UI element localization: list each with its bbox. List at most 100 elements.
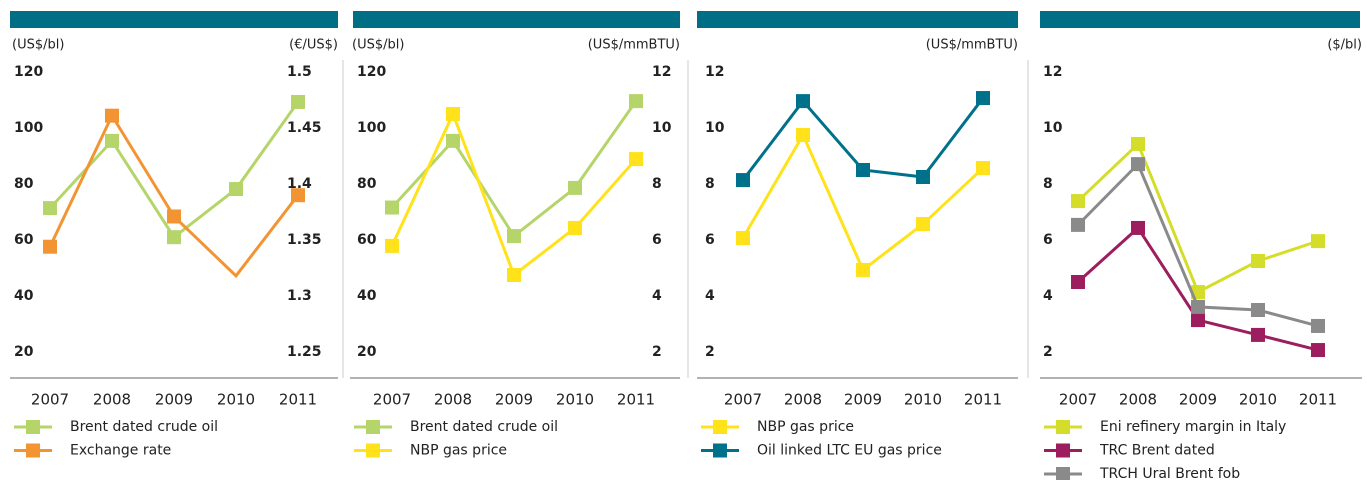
marker — [1131, 220, 1145, 235]
x-tick-label: 2011 — [617, 391, 655, 409]
header-bar — [10, 11, 338, 28]
x-tick-label: 2011 — [964, 391, 1002, 409]
marker — [1191, 299, 1205, 314]
marker — [1071, 275, 1085, 289]
y2-tick-label: 1.3 — [287, 288, 312, 304]
legend-label: Oil linked LTC EU gas price — [757, 443, 942, 459]
x-tick-label: 2010 — [217, 391, 255, 409]
y-tick-label: 120 — [357, 64, 386, 80]
marker — [1131, 136, 1145, 151]
marker — [796, 128, 810, 142]
marker — [976, 161, 990, 176]
legend-marker — [366, 420, 380, 434]
header-bar — [1040, 11, 1360, 28]
marker — [1311, 234, 1325, 249]
marker — [568, 180, 582, 195]
y2-tick-label: 1.35 — [287, 232, 322, 248]
y-tick-label: 60 — [357, 232, 377, 248]
y-tick-label: 60 — [14, 232, 34, 248]
legend-label: Exchange rate — [70, 443, 171, 459]
y-tick-label: 2 — [705, 344, 715, 360]
marker — [1131, 157, 1145, 172]
marker — [43, 239, 57, 254]
y-tick-label: 8 — [705, 176, 715, 192]
x-tick-label: 2007 — [31, 391, 69, 409]
marker — [856, 163, 870, 177]
x-tick-label: 2009 — [1179, 391, 1217, 409]
y-tick-label: 12 — [705, 64, 724, 80]
series-line — [48, 112, 300, 279]
legend-label: NBP gas price — [410, 443, 507, 459]
marker — [1251, 254, 1265, 268]
x-tick-label: 2009 — [844, 391, 882, 409]
marker — [736, 173, 750, 188]
marker — [446, 107, 460, 121]
x-tick-label: 2010 — [556, 391, 594, 409]
series-line — [1076, 141, 1319, 295]
y2-tick-label: 1.4 — [287, 176, 312, 192]
legend-marker — [713, 443, 727, 458]
marker — [1191, 313, 1205, 328]
y-tick-label: 20 — [357, 344, 377, 360]
y-tick-label: 80 — [14, 176, 34, 192]
x-tick-label: 2007 — [373, 391, 411, 409]
legend-label: Eni refinery margin in Italy — [1100, 419, 1286, 435]
y-tick-label: 4 — [705, 288, 715, 304]
marker — [1071, 194, 1085, 209]
legend-label: TRCH Ural Brent fob — [1099, 466, 1240, 480]
series-line — [390, 110, 638, 278]
marker — [229, 182, 243, 197]
y-tick-label: 100 — [357, 120, 386, 136]
header-bar — [353, 11, 680, 28]
y-axis-label: (US$/bl) — [12, 38, 64, 53]
legend-marker — [1056, 443, 1070, 458]
x-tick-label: 2010 — [1239, 391, 1277, 409]
y-tick-label: 8 — [1043, 176, 1053, 192]
x-tick-label: 2008 — [434, 391, 472, 409]
y-axis-label: (US$/bl) — [352, 38, 404, 53]
marker — [105, 108, 119, 123]
series-line — [741, 131, 985, 273]
y-tick-label: 6 — [705, 232, 715, 248]
y2-tick-label: 8 — [652, 176, 662, 192]
marker — [629, 94, 643, 109]
marker — [736, 231, 750, 246]
marker — [291, 94, 305, 109]
y2-tick-label: 4 — [652, 288, 662, 304]
marker — [1311, 343, 1325, 358]
y2-tick-label: 12 — [652, 64, 671, 80]
marker — [856, 262, 870, 277]
marker — [1071, 217, 1085, 232]
header-bar — [697, 11, 1018, 28]
marker — [385, 200, 399, 215]
marker — [976, 91, 990, 106]
y2-tick-label: 10 — [652, 120, 672, 136]
x-tick-label: 2009 — [155, 391, 193, 409]
marker — [796, 94, 810, 109]
x-tick-label: 2008 — [1119, 391, 1157, 409]
legend-label: Brent dated crude oil — [410, 419, 558, 435]
x-tick-label: 2011 — [1299, 391, 1337, 409]
legend-marker — [366, 443, 380, 458]
x-tick-label: 2009 — [495, 391, 533, 409]
legend-marker — [26, 420, 40, 434]
x-tick-label: 2008 — [784, 391, 822, 409]
x-tick-label: 2007 — [724, 391, 762, 409]
legend-marker — [26, 443, 40, 458]
y2-tick-label: 1.5 — [287, 64, 312, 80]
y-tick-label: 20 — [14, 344, 34, 360]
y2-axis-label: (US$/mmBTU) — [588, 38, 680, 53]
marker — [507, 268, 521, 282]
marker — [916, 170, 930, 184]
y2-tick-label: 6 — [652, 232, 662, 248]
y-tick-label: 12 — [1043, 64, 1062, 80]
y-axis-label: ($/bl) — [1327, 38, 1362, 53]
legend-marker — [1056, 467, 1070, 480]
marker — [1311, 318, 1325, 333]
marker — [291, 188, 305, 203]
marker — [568, 220, 582, 235]
marker — [629, 152, 643, 167]
x-tick-label: 2011 — [279, 391, 317, 409]
y2-tick-label: 2 — [652, 344, 662, 360]
